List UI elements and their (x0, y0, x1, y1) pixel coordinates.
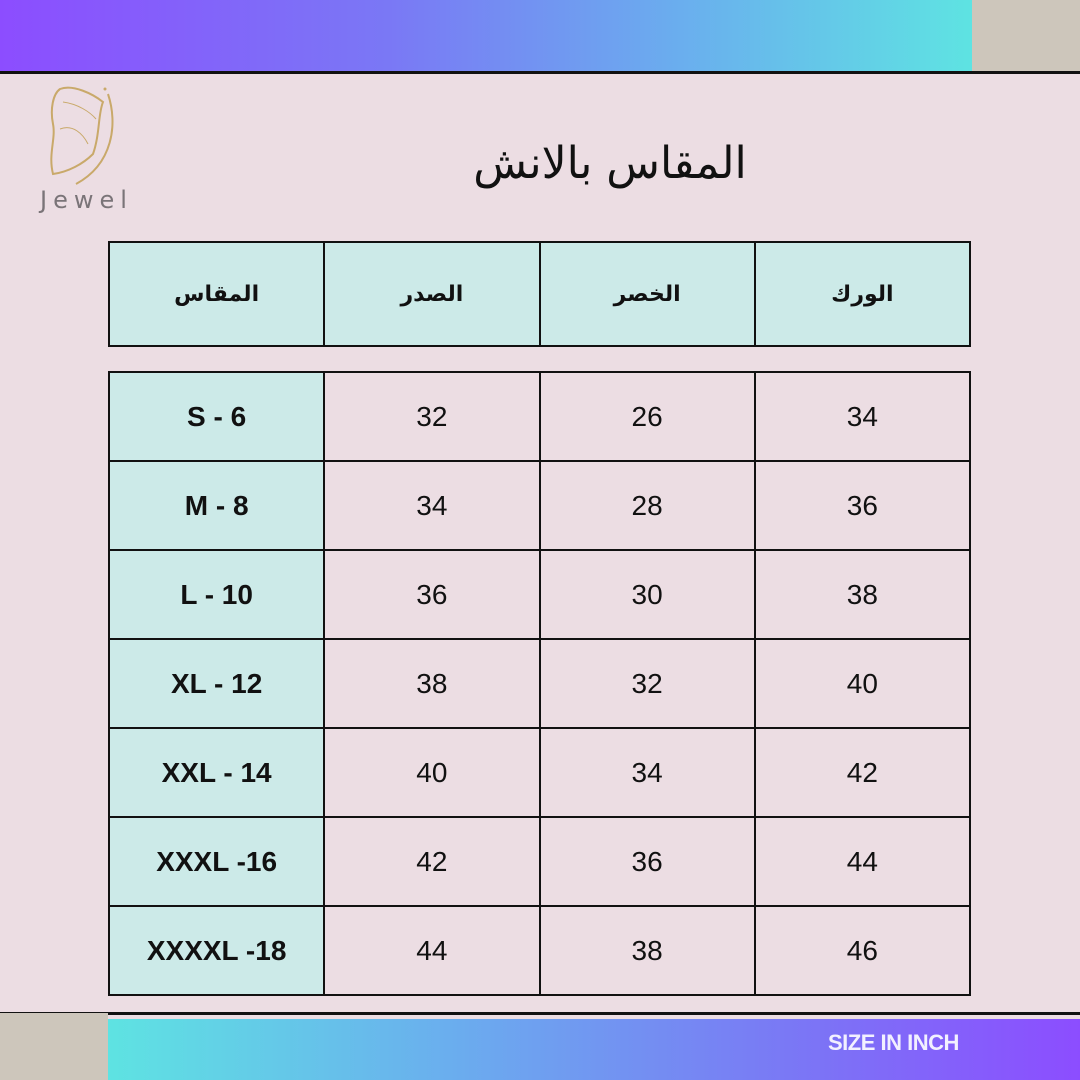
chest-cell: 40 (323, 727, 541, 818)
table-row: L - 10 36 30 38 (107, 549, 972, 640)
size-cell: XL - 12 (107, 638, 326, 729)
butterfly-logo-icon (50, 86, 114, 185)
top-divider (0, 71, 1080, 74)
size-cell: S - 6 (107, 371, 326, 462)
size-cell: XXXXL -18 (107, 905, 326, 996)
top-gradient-band (0, 0, 972, 72)
waist-cell: 26 (538, 371, 756, 462)
table-row: XL - 12 38 32 40 (107, 638, 972, 729)
waist-cell: 28 (538, 460, 756, 551)
header-waist: الخصر (538, 241, 756, 347)
header-chest: الصدر (323, 241, 541, 347)
bottom-corner-block (0, 1013, 108, 1080)
chest-cell: 32 (323, 371, 541, 462)
chest-cell: 38 (323, 638, 541, 729)
hips-cell: 36 (753, 460, 972, 551)
page-title: المقاس بالانش (473, 138, 747, 189)
size-cell: XXXL -16 (107, 816, 326, 907)
bottom-gradient-band (108, 1019, 1080, 1080)
table-row: M - 8 34 28 36 (107, 460, 972, 551)
hips-cell: 40 (753, 638, 972, 729)
table-row: XXXXL -18 44 38 46 (107, 905, 972, 996)
hips-cell: 46 (753, 905, 972, 996)
bottom-divider (0, 1012, 1080, 1015)
waist-cell: 32 (538, 638, 756, 729)
size-cell: L - 10 (107, 549, 326, 640)
size-table: S - 6 32 26 34 M - 8 34 28 36 L - 10 36 30 38 XL - 1… (107, 371, 972, 996)
brand-name: Jewel (40, 186, 133, 214)
chest-cell: 34 (323, 460, 541, 551)
hips-cell: 42 (753, 727, 972, 818)
waist-cell: 34 (538, 727, 756, 818)
header-hips: الورك (753, 241, 972, 347)
header-size: المقاس (107, 241, 326, 347)
chest-cell: 42 (323, 816, 541, 907)
top-corner-block (972, 0, 1080, 72)
size-cell: M - 8 (107, 460, 326, 551)
waist-cell: 36 (538, 816, 756, 907)
hips-cell: 34 (753, 371, 972, 462)
chest-cell: 36 (323, 549, 541, 640)
size-cell: XXL - 14 (107, 727, 326, 818)
footer-label: SIZE IN INCH (828, 1030, 959, 1055)
waist-cell: 30 (538, 549, 756, 640)
hips-cell: 38 (753, 549, 972, 640)
waist-cell: 38 (538, 905, 756, 996)
table-row: XXXL -16 42 36 44 (107, 816, 972, 907)
hips-cell: 44 (753, 816, 972, 907)
table-row: S - 6 32 26 34 (107, 371, 972, 462)
chest-cell: 44 (323, 905, 541, 996)
header-table: المقاس الصدر الخصر الورك (107, 241, 972, 347)
table-row: XXL - 14 40 34 42 (107, 727, 972, 818)
